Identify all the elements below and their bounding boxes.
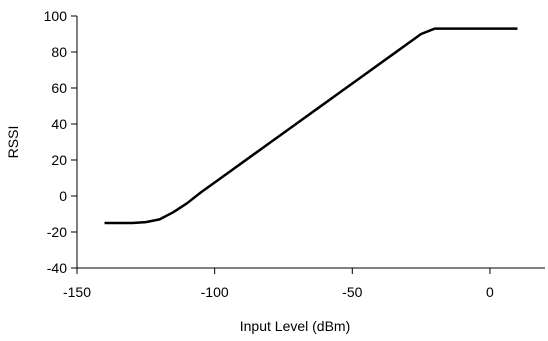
y-tick-label: 80 (51, 44, 67, 60)
y-tick-label: 40 (51, 116, 67, 132)
x-tick-label: -100 (201, 284, 229, 300)
y-tick-label: 20 (51, 152, 67, 168)
y-tick-label: -20 (47, 224, 67, 240)
rssi-series-line (104, 27, 518, 225)
x-tick-label: 0 (486, 284, 494, 300)
series-layer (104, 27, 518, 225)
x-axis-ticks: -150 -100 -50 0 (63, 268, 494, 300)
y-tick-label: 60 (51, 80, 67, 96)
y-tick-label: 100 (44, 8, 68, 24)
x-tick-label: -50 (342, 284, 362, 300)
y-tick-label: -40 (47, 260, 67, 276)
y-tick-label: 0 (59, 188, 67, 204)
y-axis-title: RSSI (5, 126, 21, 159)
x-axis-title: Input Level (dBm) (240, 318, 351, 334)
x-tick-label: -150 (63, 284, 91, 300)
y-axis-ticks: -40 -20 0 20 40 60 80 100 (44, 8, 77, 276)
